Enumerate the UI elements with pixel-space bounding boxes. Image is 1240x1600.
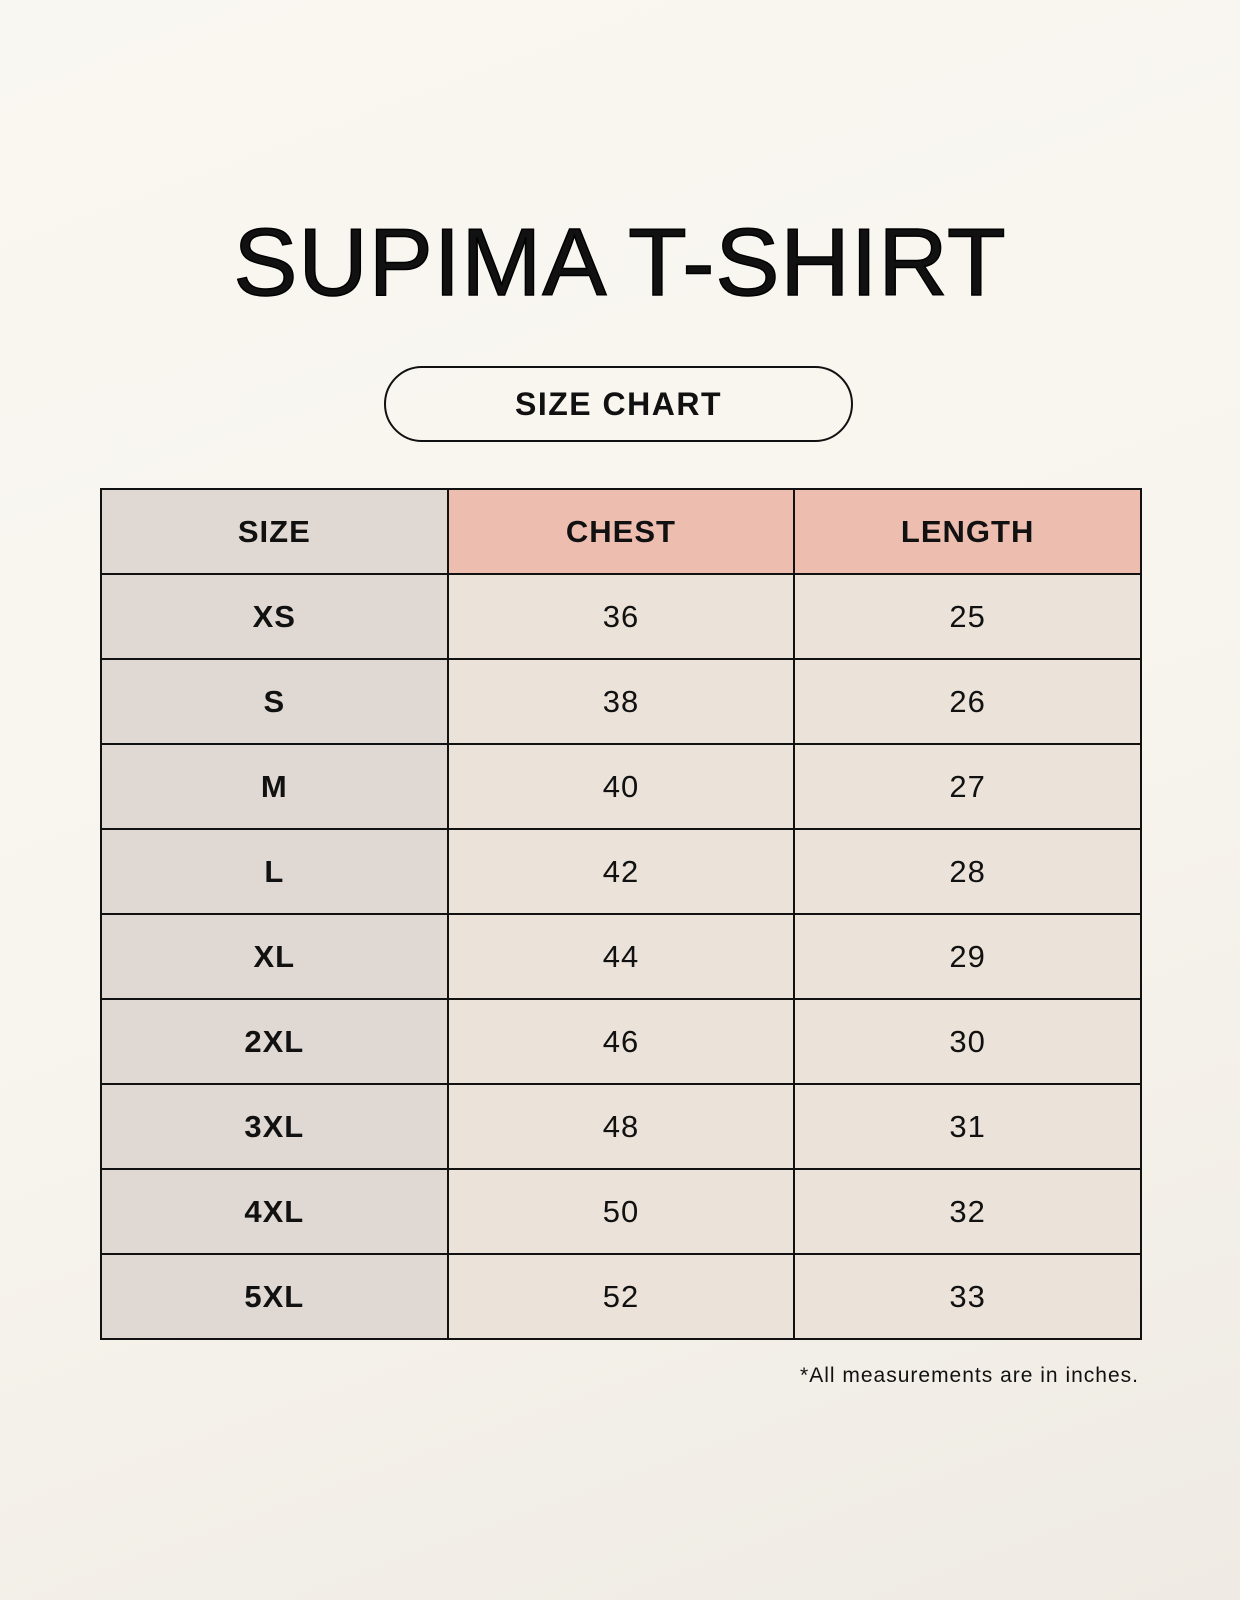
length-cell: 26 — [793, 658, 1142, 745]
table-row: M 40 27 — [100, 743, 1142, 830]
footnote: *All measurements are in inches. — [800, 1364, 1139, 1387]
table-row: 2XL 46 30 — [100, 998, 1142, 1085]
chest-cell: 40 — [446, 743, 796, 830]
length-cell: 27 — [793, 743, 1142, 830]
chest-cell: 46 — [446, 998, 796, 1085]
length-cell: 33 — [793, 1253, 1142, 1340]
size-cell: M — [100, 743, 449, 830]
table-row: 4XL 50 32 — [100, 1168, 1142, 1255]
chest-cell: 50 — [446, 1168, 796, 1255]
length-cell: 29 — [793, 913, 1142, 1000]
chest-cell: 36 — [446, 573, 796, 660]
chest-cell: 44 — [446, 913, 796, 1000]
table-row: 3XL 48 31 — [100, 1083, 1142, 1170]
chest-cell: 38 — [446, 658, 796, 745]
size-cell: S — [100, 658, 449, 745]
size-cell: L — [100, 828, 449, 915]
size-chart-table: SIZE CHEST LENGTH XS 36 25 S 38 26 M 40 27 L 42 28 X… — [100, 488, 1142, 1340]
table-row: XL 44 29 — [100, 913, 1142, 1000]
size-cell: 2XL — [100, 998, 449, 1085]
size-chart-label: SIZE CHART — [384, 366, 853, 442]
header-size: SIZE — [100, 488, 449, 575]
size-cell: 5XL — [100, 1253, 449, 1340]
length-cell: 31 — [793, 1083, 1142, 1170]
size-cell: 4XL — [100, 1168, 449, 1255]
length-cell: 32 — [793, 1168, 1142, 1255]
table-row: S 38 26 — [100, 658, 1142, 745]
table-row: L 42 28 — [100, 828, 1142, 915]
chest-cell: 52 — [446, 1253, 796, 1340]
chest-cell: 48 — [446, 1083, 796, 1170]
length-cell: 28 — [793, 828, 1142, 915]
size-cell: 3XL — [100, 1083, 449, 1170]
size-cell: XL — [100, 913, 449, 1000]
header-length: LENGTH — [793, 488, 1142, 575]
length-cell: 25 — [793, 573, 1142, 660]
header-chest: CHEST — [446, 488, 796, 575]
table-row: 5XL 52 33 — [100, 1253, 1142, 1340]
table-header-row: SIZE CHEST LENGTH — [100, 488, 1142, 575]
length-cell: 30 — [793, 998, 1142, 1085]
page-title: SUPIMA T-SHIRT — [233, 208, 1007, 317]
size-cell: XS — [100, 573, 449, 660]
chest-cell: 42 — [446, 828, 796, 915]
table-row: XS 36 25 — [100, 573, 1142, 660]
